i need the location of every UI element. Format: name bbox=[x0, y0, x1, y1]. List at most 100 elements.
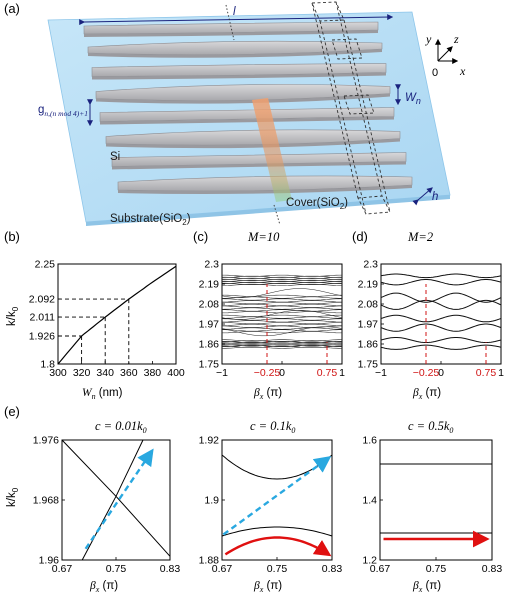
gap-label: gn,(n mod 4)+1 bbox=[38, 104, 88, 118]
band-line bbox=[221, 278, 343, 281]
x-tick-label: 320 bbox=[73, 367, 91, 379]
panel-e1-xlabel: βx (π) bbox=[89, 580, 118, 594]
panel-d-label: (d) bbox=[352, 229, 368, 244]
panel-e2-frame bbox=[221, 439, 333, 561]
band-crossing bbox=[221, 310, 343, 320]
band-line bbox=[221, 318, 343, 321]
panel-e-label: (e) bbox=[4, 404, 20, 419]
panel-e3-plot bbox=[380, 463, 492, 548]
panel-e1-title: c = 0.01k0 bbox=[95, 419, 147, 435]
y-tick-label: 1.86 bbox=[199, 339, 220, 351]
panel-c-label: (c) bbox=[193, 229, 208, 244]
waveguide-side-5 bbox=[100, 116, 394, 125]
panel-c-xlabel: βx (π) bbox=[253, 387, 282, 401]
band-line bbox=[222, 325, 342, 328]
band-line bbox=[222, 302, 342, 305]
panel-e3-title: c = 0.5k0 bbox=[408, 419, 453, 435]
band-line bbox=[221, 316, 343, 319]
width-label: Wn bbox=[405, 92, 421, 106]
waveguide-side-3 bbox=[92, 72, 386, 80]
panel-d-title: M=2 bbox=[407, 230, 433, 244]
band-line bbox=[222, 314, 342, 317]
crossing-line bbox=[61, 439, 171, 557]
band-line bbox=[222, 274, 342, 277]
y-tick-label: 1.6 bbox=[362, 435, 377, 447]
panel-e1-frame bbox=[61, 439, 171, 561]
x-tick-label: −1 bbox=[375, 367, 387, 379]
band-crossing bbox=[221, 326, 343, 337]
band-line bbox=[222, 300, 342, 303]
si-label: Si bbox=[110, 151, 120, 163]
y-tick-label: 1.75 bbox=[358, 359, 379, 371]
length-label: l bbox=[233, 6, 236, 18]
band-line bbox=[222, 294, 342, 297]
y-tick-label: 1.976 bbox=[33, 435, 59, 447]
panel-b-ylabel: k/k0 bbox=[6, 306, 20, 326]
y-tick-label: 2.19 bbox=[199, 279, 220, 291]
panel-e2-ticks: 0.67 0.75 0.83 1.88 1.9 1.92 bbox=[199, 435, 343, 576]
band-line bbox=[380, 299, 502, 310]
x-tick-label: 0.83 bbox=[482, 563, 503, 575]
panel-e1-ticks: 0.67 0.75 0.83 1.96 1.968 1.976 bbox=[33, 435, 181, 576]
panel-e: (e) k/k0 c = 0.01k0 0.67 0.75 0.83 1.96 1.96… bbox=[4, 404, 502, 594]
panel-e3-xlabel: βx (π) bbox=[412, 580, 441, 594]
waveguide-array bbox=[83, 21, 413, 195]
blue-dashed-arrow bbox=[222, 456, 332, 536]
y-tick-label: 2.3 bbox=[204, 259, 219, 271]
x-tick-label: 0.75 bbox=[426, 563, 447, 575]
band-line bbox=[222, 282, 342, 285]
panel-e3-frame bbox=[379, 439, 493, 561]
panel-b-guides bbox=[58, 298, 130, 364]
axis-origin-label: 0 bbox=[432, 67, 438, 79]
x-tick-label: 0.67 bbox=[212, 563, 233, 575]
band-line bbox=[380, 279, 502, 286]
x-tick-label: −1 bbox=[216, 367, 228, 379]
x-tick-label: 0 bbox=[279, 367, 285, 379]
panel-c-ticks: −1 0 1 1.75 1.86 1.97 2.08 2.19 2.3 bbox=[199, 259, 346, 380]
y-tick-label: 1.92 bbox=[199, 435, 220, 447]
crossing-line bbox=[81, 439, 144, 561]
band-line bbox=[380, 292, 502, 303]
band-line bbox=[380, 323, 502, 332]
red-marker-label: 0.75 bbox=[317, 367, 338, 379]
x-tick-label: 380 bbox=[144, 367, 162, 379]
y-tick-label: 1.8 bbox=[40, 359, 55, 371]
y-tick-label: 2.19 bbox=[358, 279, 379, 291]
y-tick-label: 2.25 bbox=[35, 259, 56, 271]
band-line bbox=[221, 339, 343, 342]
waveguide-side-4 bbox=[96, 93, 390, 104]
band-line bbox=[222, 303, 342, 306]
axis-x-label: x bbox=[459, 64, 466, 78]
x-tick-label: 1 bbox=[339, 367, 345, 379]
waveguide-side-2 bbox=[88, 49, 382, 58]
band-line bbox=[221, 298, 343, 301]
x-tick-label: 0.75 bbox=[106, 563, 127, 575]
band-line bbox=[222, 341, 342, 343]
waveguide-side-6 bbox=[106, 138, 400, 149]
band-line bbox=[221, 329, 343, 332]
axis-triad bbox=[435, 38, 459, 64]
red-marker-label: −0.25 bbox=[413, 367, 440, 379]
y-tick-label: 2.3 bbox=[363, 259, 378, 271]
panel-e2-title: c = 0.1k0 bbox=[250, 419, 295, 435]
band-line bbox=[222, 283, 342, 286]
panel-b-label: (b) bbox=[4, 229, 20, 244]
band-line bbox=[222, 331, 342, 334]
red-marker-label: 0.75 bbox=[476, 367, 497, 379]
panel-d-ticks: −1 0 1 1.75 1.86 1.97 2.08 2.19 2.3 bbox=[358, 259, 505, 380]
band-line bbox=[380, 337, 502, 343]
band-line bbox=[221, 275, 343, 278]
x-tick-label: 0.67 bbox=[370, 563, 391, 575]
panel-c-markers: −0.25 0.75 bbox=[254, 284, 338, 379]
panel-d-markers: −0.25 0.75 bbox=[413, 284, 497, 379]
band-line bbox=[222, 280, 342, 283]
length-arrow bbox=[79, 14, 394, 26]
panel-e1-plot bbox=[61, 439, 171, 561]
y-tick-label: 1.97 bbox=[199, 319, 220, 331]
red-arrow bbox=[224, 536, 332, 557]
x-tick-label: 0.83 bbox=[322, 563, 343, 575]
x-tick-label: 360 bbox=[120, 367, 138, 379]
band-line bbox=[221, 296, 343, 299]
x-tick-label: 0 bbox=[438, 367, 444, 379]
panel-a: (a) l Wn gn,(n mod 4)+1 h Si Substrate(S… bbox=[4, 1, 466, 227]
